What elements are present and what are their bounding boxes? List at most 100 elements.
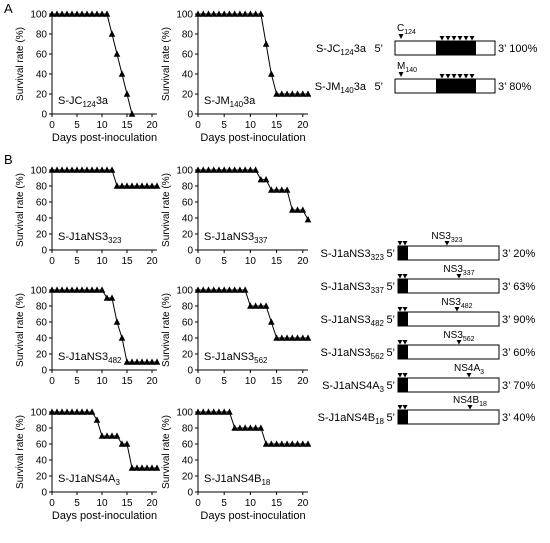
y-tick-label: 80 (182, 30, 194, 41)
construct-name-base: S-J1aNS3 (321, 248, 371, 260)
survival-chart-5: 0 20 40 60 80 100 0 5 10 15 20 Survival rate (%) S-J… (15, 286, 161, 387)
data-point-triangle (283, 334, 291, 341)
y-tick-label: 80 (36, 302, 48, 313)
survival-percent: 3’ 40% (502, 412, 535, 424)
x-tick-label: 0 (49, 256, 55, 267)
site-marker-label-sub: 18 (479, 401, 487, 408)
data-point-triangle (153, 358, 161, 365)
y-tick-label: 60 (182, 440, 194, 451)
data-point-triangle (257, 176, 265, 183)
data-point-triangle (220, 166, 228, 173)
x-tick-label: 0 (49, 498, 55, 509)
data-point-triangle (210, 286, 218, 293)
data-point-triangle (63, 408, 71, 415)
site-marker-label: NS3482 (441, 297, 472, 310)
survival-line (198, 169, 309, 220)
survival-percent: 3’ 70% (502, 380, 535, 392)
genome-bar (397, 344, 500, 360)
data-point-triangle (199, 286, 207, 293)
data-point-triangle (215, 166, 223, 173)
data-point-triangle (123, 440, 131, 447)
construct-name-suffix: 3a (354, 81, 367, 93)
data-point-triangle (231, 10, 238, 17)
data-point-triangle (133, 182, 141, 189)
genome-bar (397, 409, 500, 425)
data-point-triangle (78, 286, 86, 293)
construct-a-1: S-JC1243a 5’C1243’ 100% (316, 23, 538, 57)
y-tick-label: 100 (176, 10, 193, 21)
construct-name-base: S-J1aNS3 (321, 314, 371, 326)
x-tick-label: 5 (221, 120, 227, 131)
chart-strain-label: S-JM1403a (204, 95, 256, 109)
x-tick-label: 5 (221, 256, 227, 267)
survival-line (52, 411, 157, 469)
data-point-triangle (273, 186, 280, 193)
x-tick-label: 5 (74, 376, 80, 387)
y-tick-label: 20 (36, 90, 48, 101)
data-point-triangle (153, 182, 161, 189)
site-marker-label-sub: 562 (463, 336, 475, 343)
five-prime-label: 5’ (374, 43, 383, 55)
data-point-triangle (257, 10, 265, 17)
survival-percent: 3’ 63% (502, 281, 535, 293)
genome-bar (397, 278, 500, 294)
chart-strain-label: S-J1aNS4B18 (204, 473, 271, 487)
data-point-triangle (236, 286, 244, 293)
mutation-arrowhead (397, 340, 403, 345)
data-point-triangle (103, 166, 111, 173)
chart-strain-label-base: S-JM (204, 95, 230, 107)
site-marker-arrowhead (456, 274, 462, 279)
data-point-triangle (226, 286, 233, 293)
mutation-arrowhead (402, 241, 408, 246)
data-point-triangle (283, 440, 291, 447)
construct-name-sub: 562 (371, 352, 385, 361)
data-point-triangle (288, 440, 296, 447)
x-tick-label: 20 (297, 120, 309, 131)
y-tick-label: 80 (36, 30, 48, 41)
x-tick-label: 0 (49, 120, 55, 131)
y-tick-label: 60 (36, 318, 48, 329)
site-marker-label-base: C (397, 23, 404, 34)
data-point-triangle (262, 40, 270, 47)
data-point-triangle (128, 182, 136, 189)
mutation-arrowhead (463, 36, 469, 41)
x-tick-label: 20 (146, 120, 158, 131)
data-point-triangle (48, 286, 56, 293)
mutation-arrowhead (402, 405, 408, 410)
y-tick-label: 60 (36, 198, 48, 209)
y-tick-label: 40 (36, 456, 48, 467)
site-marker-label: C124 (397, 23, 416, 36)
data-point-triangle (268, 70, 275, 77)
mutation-arrowhead (397, 307, 403, 312)
chart-strain-label: S-J1aNS3337 (204, 231, 268, 245)
construct-name-sub: 3 (380, 385, 385, 394)
data-point-triangle (123, 358, 131, 365)
x-axis-label: Days post-inoculation (52, 510, 157, 522)
nonstructural-block (398, 345, 408, 359)
data-point-triangle (53, 166, 61, 173)
data-point-triangle (63, 286, 71, 293)
data-point-triangle (210, 166, 218, 173)
data-point-triangle (78, 166, 86, 173)
construct-name: S-J1aNS3482 (321, 314, 385, 328)
data-point-triangle (68, 166, 76, 173)
data-point-triangle (48, 166, 56, 173)
data-point-triangle (143, 464, 151, 471)
data-point-triangle (294, 90, 301, 97)
data-point-triangle (153, 464, 161, 471)
data-point-triangle (93, 10, 101, 17)
data-point-triangle (88, 286, 96, 293)
data-point-triangle (252, 166, 259, 173)
site-marker-arrowhead (444, 241, 450, 246)
data-point-triangle (262, 176, 270, 183)
x-tick-label: 0 (195, 120, 201, 131)
y-tick-label: 100 (30, 286, 47, 297)
nonstructural-block (398, 246, 408, 260)
data-point-triangle (236, 10, 244, 17)
data-point-triangle (98, 166, 106, 173)
chart-strain-label-base: S-J1aNS4B (204, 473, 261, 485)
y-tick-label: 20 (182, 230, 194, 241)
data-point-triangle (108, 166, 116, 173)
